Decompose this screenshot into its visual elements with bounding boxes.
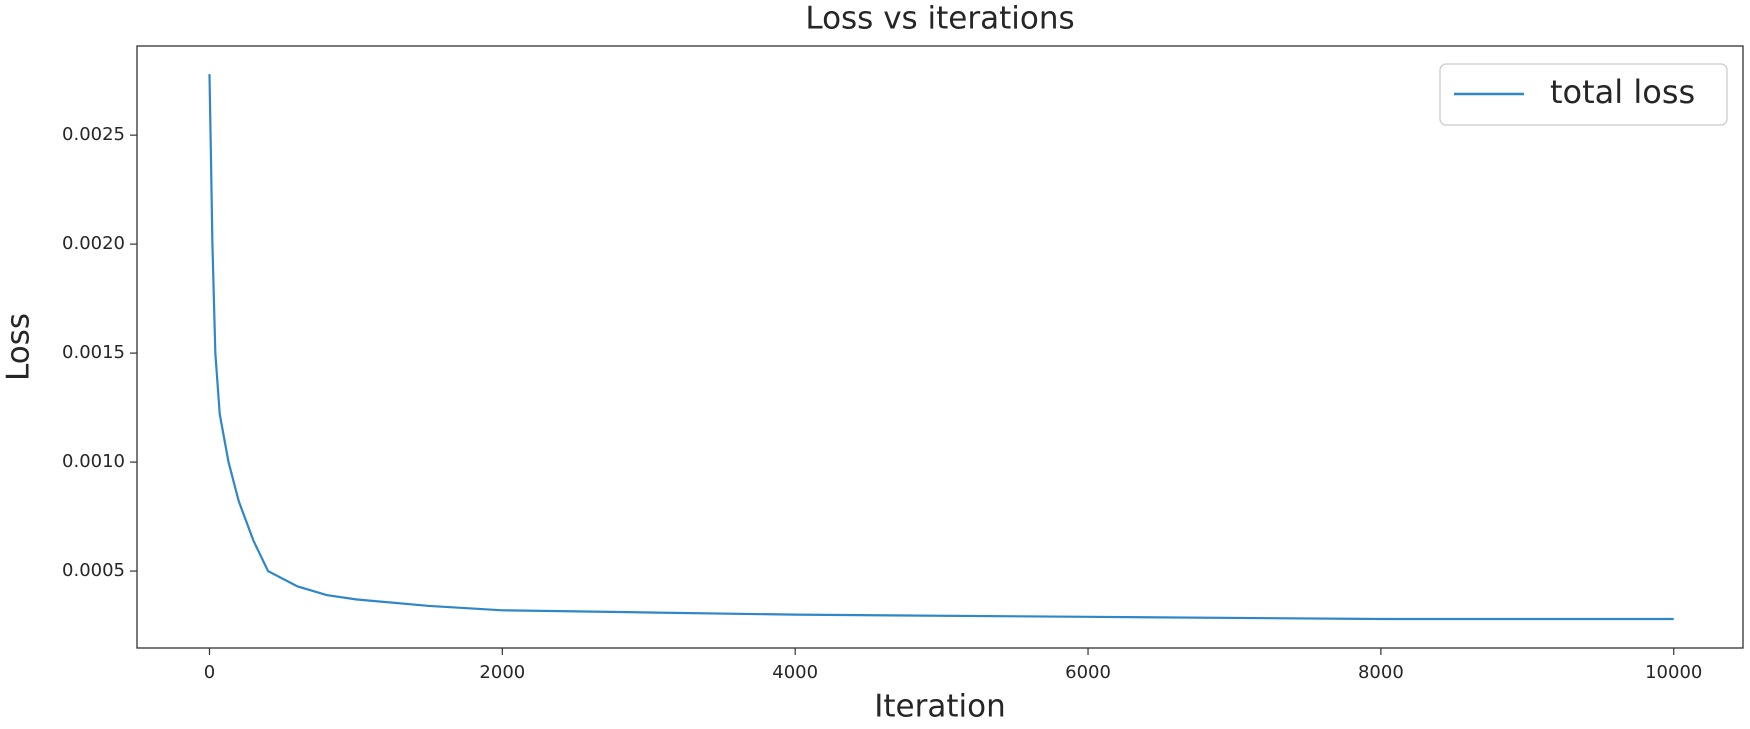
x-tick-label: 8000 bbox=[1358, 662, 1404, 683]
y-tick-label: 0.0015 bbox=[62, 342, 125, 363]
x-axis-label: Iteration bbox=[874, 689, 1006, 725]
y-axis-label: Loss bbox=[1, 313, 37, 381]
x-tick-label: 0 bbox=[204, 662, 215, 683]
x-tick-label: 6000 bbox=[1065, 662, 1111, 683]
chart-title: Loss vs iterations bbox=[805, 1, 1074, 37]
legend-label: total loss bbox=[1550, 73, 1695, 111]
y-tick-label: 0.0020 bbox=[62, 233, 125, 254]
legend-box bbox=[1439, 63, 1728, 126]
y-tick-label: 0.0010 bbox=[62, 451, 125, 472]
y-tick-label: 0.0005 bbox=[62, 560, 125, 581]
x-tick-label: 2000 bbox=[479, 662, 525, 683]
x-tick-label: 4000 bbox=[772, 662, 818, 683]
x-tick-label: 10000 bbox=[1645, 662, 1702, 683]
plot-frame bbox=[136, 45, 1744, 649]
y-tick-label: 0.0025 bbox=[62, 124, 125, 145]
loss-line bbox=[208, 74, 1674, 621]
